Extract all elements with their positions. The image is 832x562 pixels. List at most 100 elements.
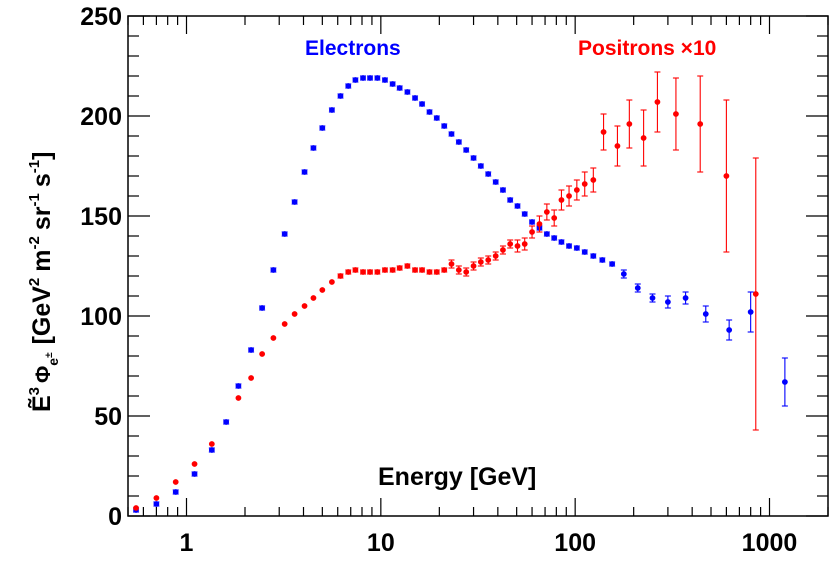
data-point xyxy=(433,115,440,121)
y-axis-title: Ẽ3Φe±[GeV2m-2sr-1s-1] xyxy=(26,152,61,412)
data-point xyxy=(682,295,689,301)
y-title-unit-sr: sr xyxy=(28,206,56,230)
data-point xyxy=(248,347,255,353)
series-layer xyxy=(133,71,788,513)
data-point xyxy=(208,441,215,447)
data-point xyxy=(536,221,543,227)
data-point xyxy=(291,199,298,205)
data-point xyxy=(426,269,433,275)
axis-ticks xyxy=(127,15,829,517)
data-point xyxy=(291,311,298,317)
data-point xyxy=(223,419,230,425)
data-point xyxy=(581,249,588,255)
data-point xyxy=(310,145,317,151)
data-point xyxy=(208,447,215,453)
data-point xyxy=(599,257,606,263)
y-title-phi: Φ xyxy=(32,366,55,383)
data-point xyxy=(270,267,277,273)
x-tick-label: 100 xyxy=(554,529,596,557)
data-point xyxy=(191,461,198,467)
data-point xyxy=(367,269,373,275)
y-title-unit-exp2: -2 xyxy=(26,236,43,249)
data-point xyxy=(702,311,709,317)
legend-electrons: Electrons xyxy=(305,37,401,60)
data-point xyxy=(500,247,506,253)
data-point xyxy=(726,327,733,333)
data-point xyxy=(514,203,521,209)
data-point xyxy=(500,187,506,193)
y-tick-label: 100 xyxy=(80,303,122,331)
y-tick-label: 0 xyxy=(108,503,122,531)
data-point xyxy=(747,309,754,315)
data-point xyxy=(328,107,335,113)
data-point xyxy=(492,179,499,185)
data-point xyxy=(614,143,621,149)
data-point xyxy=(441,123,448,129)
x-tick-label: 1000 xyxy=(742,529,798,557)
data-point xyxy=(485,171,492,177)
data-point xyxy=(374,269,381,275)
y-title-unit-m: m xyxy=(28,249,56,271)
data-point xyxy=(573,187,580,193)
data-point xyxy=(521,211,528,217)
data-point xyxy=(337,273,344,279)
data-point xyxy=(649,295,656,301)
data-point xyxy=(281,321,288,327)
data-point xyxy=(529,219,535,225)
y-title-unit-exp1: 2 xyxy=(26,278,43,286)
data-point xyxy=(590,177,597,183)
data-point xyxy=(396,85,403,91)
data-point xyxy=(640,135,647,141)
electrons-series xyxy=(133,75,788,513)
data-point xyxy=(590,253,597,259)
data-point xyxy=(723,173,730,179)
data-point xyxy=(337,93,344,99)
y-title-quantity-exp: 3 xyxy=(26,387,43,395)
data-point xyxy=(558,239,565,245)
data-point xyxy=(463,269,470,275)
data-point xyxy=(485,257,492,263)
data-point xyxy=(514,243,521,249)
data-point xyxy=(172,489,179,495)
legend-positrons: Positrons ×10 xyxy=(578,37,716,60)
data-point xyxy=(374,75,381,81)
data-point xyxy=(551,215,558,221)
data-point xyxy=(396,265,403,271)
data-point xyxy=(566,193,572,199)
data-point xyxy=(620,271,627,277)
data-point xyxy=(551,235,558,241)
data-point xyxy=(191,471,198,477)
data-point xyxy=(448,131,455,137)
data-point xyxy=(382,77,388,83)
data-point xyxy=(259,351,266,357)
data-point xyxy=(463,147,470,153)
x-tick-label: 10 xyxy=(367,529,395,557)
data-point xyxy=(382,267,388,273)
data-point xyxy=(507,197,514,203)
x-tick-label: 1 xyxy=(180,529,194,557)
data-point xyxy=(581,181,588,187)
data-point xyxy=(455,267,462,273)
data-point xyxy=(433,269,440,275)
data-point xyxy=(172,479,179,485)
data-point xyxy=(419,267,425,273)
data-point xyxy=(345,83,352,89)
data-point xyxy=(281,231,288,237)
data-point xyxy=(455,139,462,145)
data-point xyxy=(319,125,326,131)
data-point xyxy=(781,379,788,385)
data-point xyxy=(328,279,335,285)
data-point xyxy=(389,267,396,273)
data-point xyxy=(609,261,616,267)
data-point xyxy=(133,505,139,511)
data-point xyxy=(248,375,255,381)
y-title-phi-sub-sup: ± xyxy=(44,352,55,358)
data-point xyxy=(626,121,633,127)
data-point xyxy=(543,231,550,237)
data-point xyxy=(235,395,242,401)
x-axis-title: Energy [GeV] xyxy=(378,463,536,491)
data-point xyxy=(441,267,448,273)
y-tick-label: 50 xyxy=(94,403,122,431)
data-point xyxy=(319,287,326,293)
